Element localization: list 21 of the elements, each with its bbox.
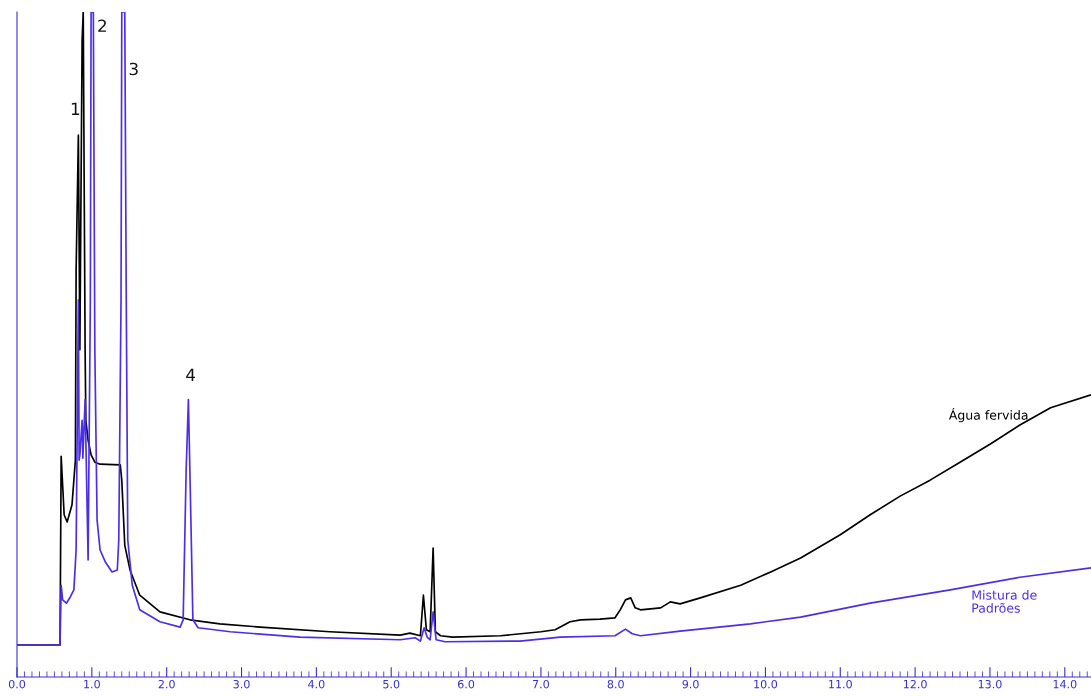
x-tick-label: 11.0 [829, 679, 852, 689]
x-tick-label: 14.0 [1053, 679, 1077, 689]
x-tick-label: 0.0 [8, 679, 26, 689]
annotation: 1 [71, 102, 80, 115]
x-tick-label: 6.0 [458, 679, 475, 689]
x-tick-label: 4.0 [308, 679, 325, 689]
x-tick-label: 7.0 [532, 679, 549, 689]
x-tick-label: 8.0 [607, 679, 624, 689]
x-tick-label: 12.0 [903, 679, 927, 689]
x-tick-label: 9.0 [682, 679, 699, 689]
x-tick-label: 1.0 [84, 679, 100, 689]
x-tick-label: 5.0 [383, 679, 400, 689]
annotation: 3 [129, 62, 138, 76]
x-tick-label: 2.0 [158, 679, 175, 689]
x-tick-label: 10.0 [754, 679, 778, 689]
series-label: Mistura de Padrões [972, 590, 1037, 613]
x-tick-label: 3.0 [233, 679, 250, 689]
x-tick-label: 13.0 [978, 679, 1002, 689]
series-label: Água fervida [948, 408, 1028, 423]
annotation: 4 [186, 368, 195, 381]
annotation: 2 [98, 19, 106, 32]
